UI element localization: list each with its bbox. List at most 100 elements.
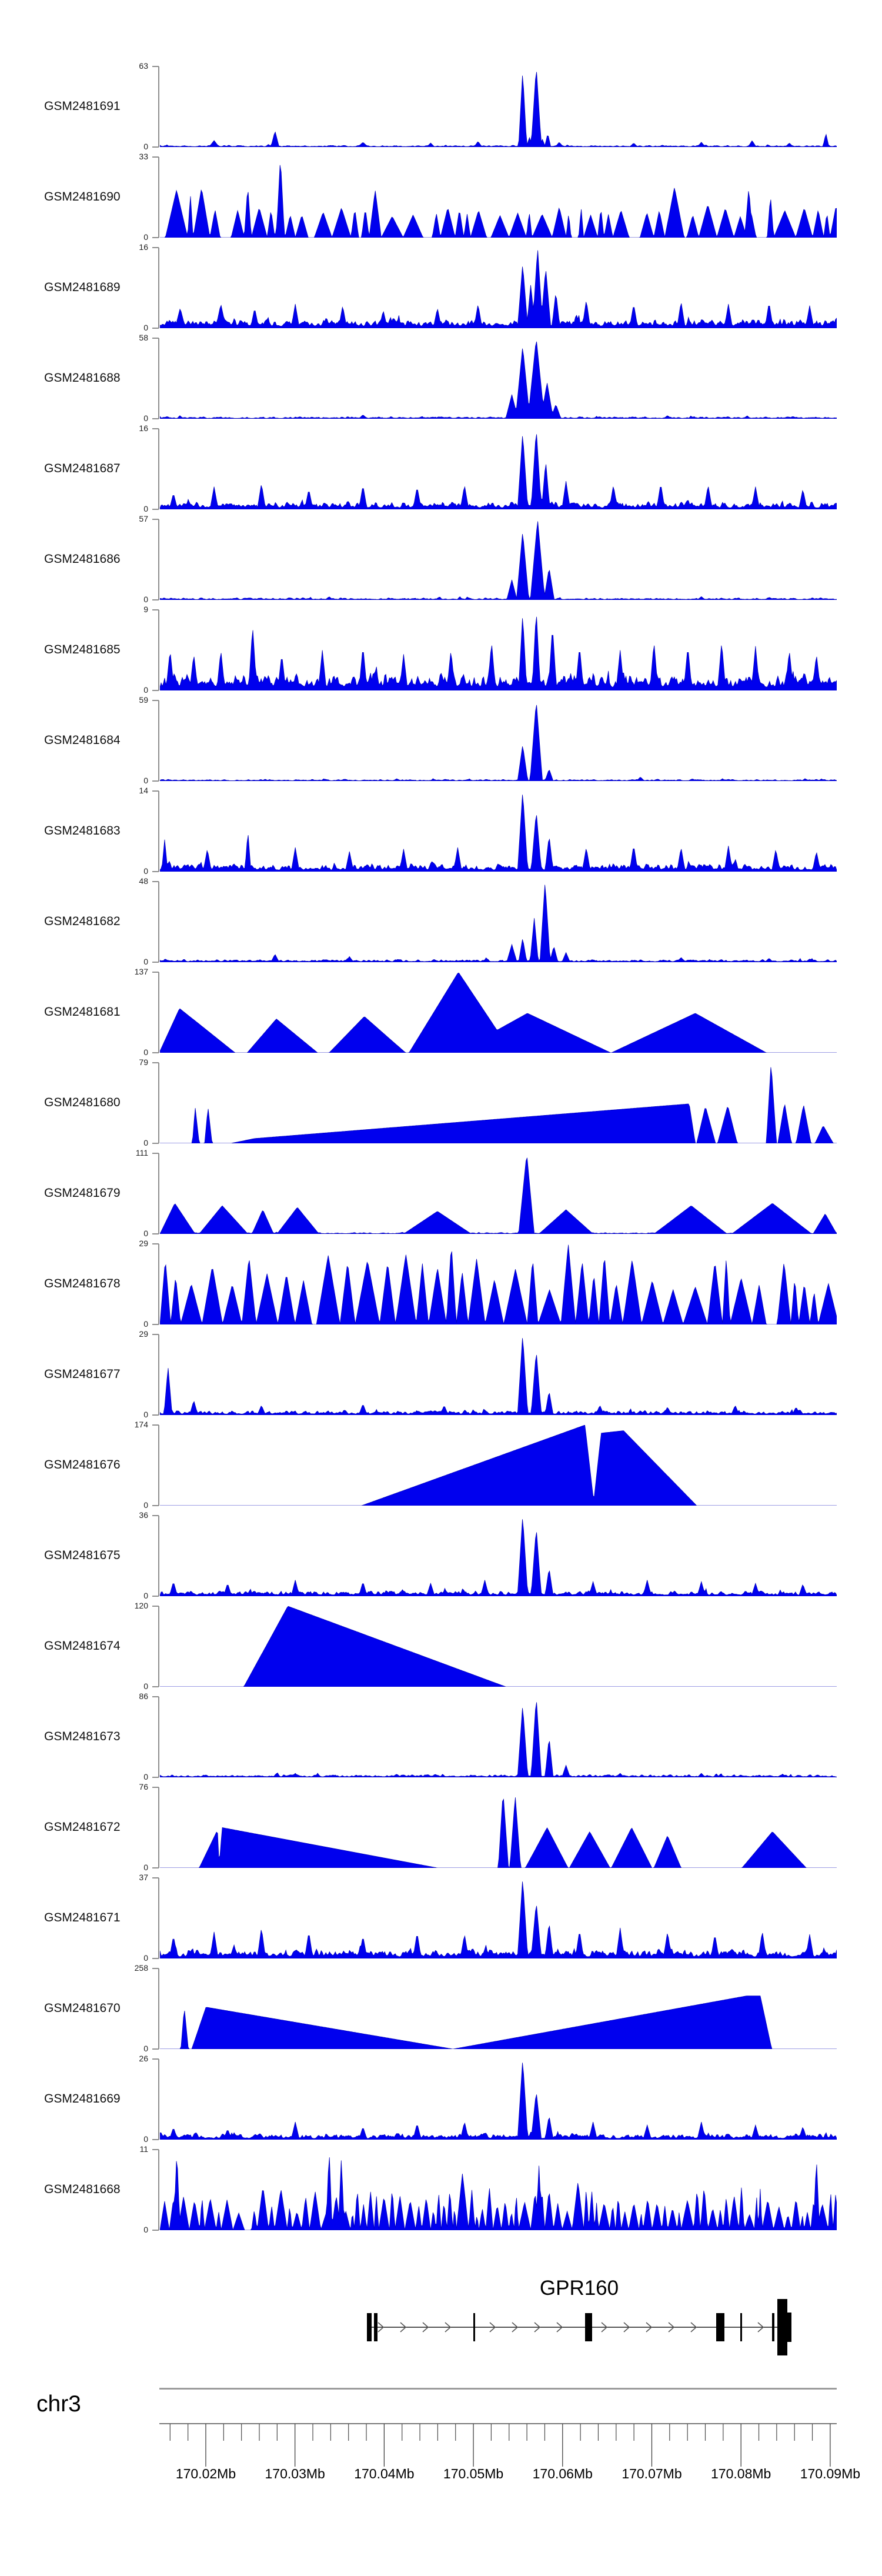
track-y-axis-tick [152,1243,159,1244]
track-signal-plot [160,1519,837,1596]
track-zero-label: 0 [143,1500,148,1510]
track-ymax-label: 37 [139,1873,148,1882]
track-label: GSM2481674 [44,1639,121,1653]
track-ymax-label: 33 [139,152,148,161]
track-zero-label: 0 [143,1410,148,1419]
track-label: GSM2481681 [44,1005,121,1019]
track-label: GSM2481673 [44,1730,121,1743]
signal-area [160,1996,837,2049]
signal-area [160,1606,837,1687]
track-ymax-label: 137 [134,967,148,976]
strand-arrow-icon [646,2322,653,2333]
track-zero-label: 0 [143,142,148,151]
coordinate-ruler [159,2423,837,2467]
track-y-axis-tick [152,338,159,339]
strand-arrow-icon [556,2322,563,2333]
strand-arrow-icon [668,2322,675,2333]
track-label: GSM2481683 [44,824,121,837]
track-y-axis-tick [152,1696,159,1697]
track-y-axis-tick [152,690,159,691]
track-y-axis-tick [152,1606,159,1607]
signal-area [160,885,837,962]
track-ymax-label: 59 [139,695,148,705]
track-y-axis [158,1244,159,1324]
track-ymax-label: 76 [139,1782,148,1791]
track-label: GSM2481686 [44,552,121,566]
track-y-axis-tick [152,237,159,238]
track-zero-label: 0 [143,776,148,785]
track-y-axis [158,1878,159,1958]
track-y-axis-tick [152,1062,159,1063]
track-zero-label: 0 [143,1138,148,1147]
track-y-axis-tick [152,1505,159,1506]
ruler-tick-label: 170.09Mb [800,2466,861,2481]
track-y-axis-tick [152,1777,159,1778]
track-ymax-label: 48 [139,876,148,886]
track-y-axis-tick [152,428,159,429]
track-label: GSM2481679 [44,1186,121,1200]
track-y-axis [158,1697,159,1777]
track-y-axis [158,2150,159,2230]
track-y-axis-tick [152,328,159,329]
track-signal-plot [160,1797,837,1868]
track-zero-label: 0 [143,685,148,695]
track-ymax-label: 26 [139,2054,148,2063]
track-label: GSM2481688 [44,371,121,385]
signal-area [160,1244,837,1324]
track-label: GSM2481687 [44,462,121,475]
track-y-axis-tick [152,1958,159,1959]
gene-exon [740,2313,742,2341]
track-y-axis [158,1063,159,1143]
ruler-tick-label: 170.06Mb [532,2466,593,2481]
track-ymax-label: 16 [139,423,148,433]
track-y-axis-tick [152,700,159,701]
track-y-axis [158,248,159,328]
track-label: GSM2481677 [44,1367,121,1381]
track-y-axis [158,1516,159,1596]
track-label: GSM2481668 [44,2183,121,2196]
track-y-axis [158,1153,159,1234]
track-ymax-label: 58 [139,333,148,342]
track-y-axis-tick [152,418,159,419]
gene-exon [716,2313,724,2341]
track-zero-label: 0 [143,2225,148,2234]
track-ymax-label: 9 [143,605,148,614]
track-y-axis-tick [152,1968,159,1969]
track-label: GSM2481672 [44,1820,121,1834]
track-y-axis-tick [152,881,159,882]
axis-top-rule [159,2388,837,2390]
track-ymax-label: 57 [139,514,148,523]
gene-exon [585,2313,592,2341]
signal-area [160,434,837,509]
ruler-tick-label: 170.07Mb [622,2466,682,2481]
gene-model-diagram [367,2299,791,2355]
track-y-axis-tick [152,1686,159,1687]
track-y-axis-tick [152,1143,159,1144]
gene-exon [473,2313,475,2341]
track-zero-label: 0 [143,504,148,513]
track-y-axis [158,700,159,781]
track-label: GSM2481691 [44,99,121,113]
track-signal-plot [160,434,837,509]
track-y-axis-tick [152,871,159,872]
track-zero-label: 0 [143,1229,148,1238]
signal-area [160,1157,837,1234]
track-zero-label: 0 [143,595,148,604]
track-label: GSM2481671 [44,1911,121,1924]
track-ymax-label: 29 [139,1239,148,1248]
track-signal-plot [160,1881,837,1958]
track-zero-label: 0 [143,1319,148,1329]
track-ymax-label: 29 [139,1329,148,1339]
track-zero-label: 0 [143,1591,148,1600]
track-y-axis-tick [152,1867,159,1868]
track-y-axis-tick [152,1153,159,1154]
ruler-tick-label: 170.08Mb [711,2466,771,2481]
track-y-axis-tick [152,962,159,963]
track-y-axis-tick [152,972,159,973]
track-y-axis-tick [152,1787,159,1788]
strand-arrow-icon [489,2322,496,2333]
strand-arrow-icon [690,2322,697,2333]
strand-arrow-icon [400,2322,407,2333]
track-y-axis [158,157,159,238]
